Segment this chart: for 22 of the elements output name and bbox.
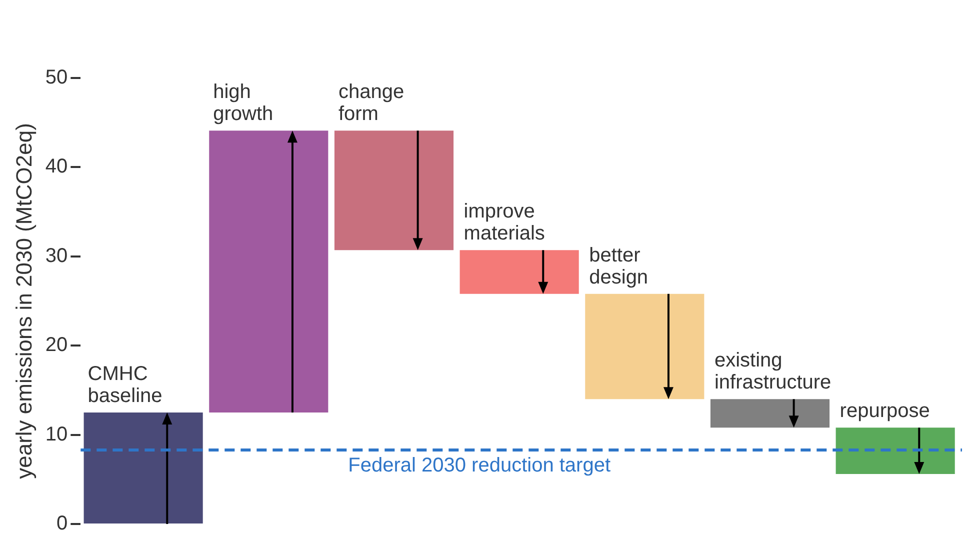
x-tick-label: repurpose <box>840 400 930 422</box>
x-tick-label: change form <box>338 81 404 126</box>
x-tick-label: better design <box>589 244 648 288</box>
x-tick-label: existing infrastructure <box>714 350 832 394</box>
bar <box>836 428 955 474</box>
bar <box>460 250 579 294</box>
bar <box>334 130 454 250</box>
y-tick-label: 10 <box>45 423 68 446</box>
bar <box>585 294 704 400</box>
x-tick-label: high growth <box>213 81 274 126</box>
y-tick-label: 30 <box>45 244 68 267</box>
y-tick-label: 50 <box>45 66 68 89</box>
ref-line-label: Federal 2030 reduction target <box>348 454 611 476</box>
y-tick-label: 0 <box>56 512 68 535</box>
bar <box>84 412 203 524</box>
y-axis-title: yearly emissions in 2030 (MtCO2eq) <box>11 123 36 479</box>
x-tick-label: improve materials <box>464 200 545 245</box>
bar <box>209 130 328 412</box>
y-tick-label: 20 <box>45 334 68 356</box>
bar <box>710 399 830 428</box>
y-tick-label: 40 <box>45 156 68 178</box>
x-tick-label: CMHC baseline <box>88 363 162 408</box>
